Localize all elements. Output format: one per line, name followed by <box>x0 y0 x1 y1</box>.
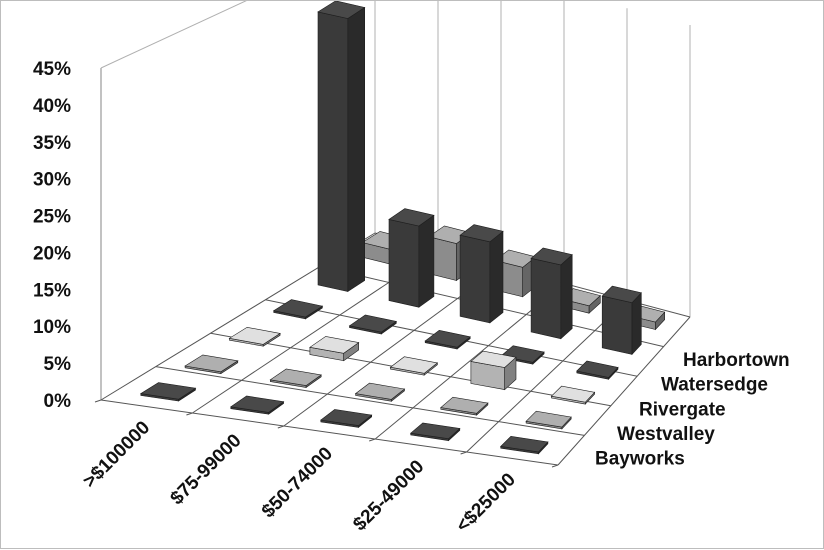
bar <box>354 382 406 402</box>
x-tick-mark <box>369 438 376 442</box>
bar <box>320 409 373 429</box>
x-tick-label: >$100000 <box>79 417 154 492</box>
bar <box>410 422 461 442</box>
bar <box>530 247 573 340</box>
x-tick-mark <box>186 412 193 416</box>
bar <box>525 410 572 430</box>
floor-gridline <box>557 316 691 466</box>
y-tick-label: 25% <box>33 207 71 228</box>
bar <box>317 1 366 293</box>
series-label: Westvalley <box>617 424 715 445</box>
x-tick-label: $50-74000 <box>258 443 337 522</box>
series-label: Harbortown <box>683 350 790 371</box>
floor-gridline <box>466 299 628 453</box>
bar <box>388 208 435 308</box>
x-tick-mark <box>94 399 102 403</box>
bar <box>139 382 197 402</box>
y-tick-label: 0% <box>44 391 72 412</box>
y-tick-label: 5% <box>44 354 72 375</box>
bar <box>184 354 239 375</box>
bar <box>601 285 642 356</box>
floor-gridline <box>155 366 585 436</box>
bar <box>309 336 360 362</box>
y-tick-label: 30% <box>33 170 71 191</box>
bar <box>576 360 619 380</box>
bar <box>229 395 285 415</box>
bar <box>424 329 471 350</box>
bar <box>269 368 322 389</box>
bar <box>459 224 504 324</box>
y-tick-label: 35% <box>33 133 71 154</box>
bar <box>348 314 398 335</box>
bars <box>139 1 666 455</box>
x-tick-mark <box>551 464 559 468</box>
wall-top-edge <box>100 1 247 69</box>
y-tick-label: 45% <box>33 59 71 80</box>
floor-gridline <box>100 399 559 466</box>
bar <box>272 299 324 320</box>
bar <box>500 435 549 455</box>
bar <box>470 350 517 391</box>
series-label: Watersedge <box>661 375 768 396</box>
series-label: Bayworks <box>595 449 685 470</box>
x-tick-mark <box>277 425 284 429</box>
x-tick-label: <$25000 <box>452 469 520 537</box>
x-tick-label: $75-99000 <box>167 430 246 509</box>
y-tick-label: 10% <box>33 317 71 338</box>
x-tick-label: $25-49000 <box>349 456 428 535</box>
y-tick-label: 15% <box>33 280 71 301</box>
series-label: Rivergate <box>639 399 726 420</box>
bar <box>550 385 596 405</box>
bar <box>228 326 281 347</box>
bar <box>440 396 489 416</box>
y-tick-label: 40% <box>33 96 71 117</box>
x-tick-mark <box>460 451 467 455</box>
bar <box>389 356 439 376</box>
y-tick-label: 20% <box>33 243 71 264</box>
